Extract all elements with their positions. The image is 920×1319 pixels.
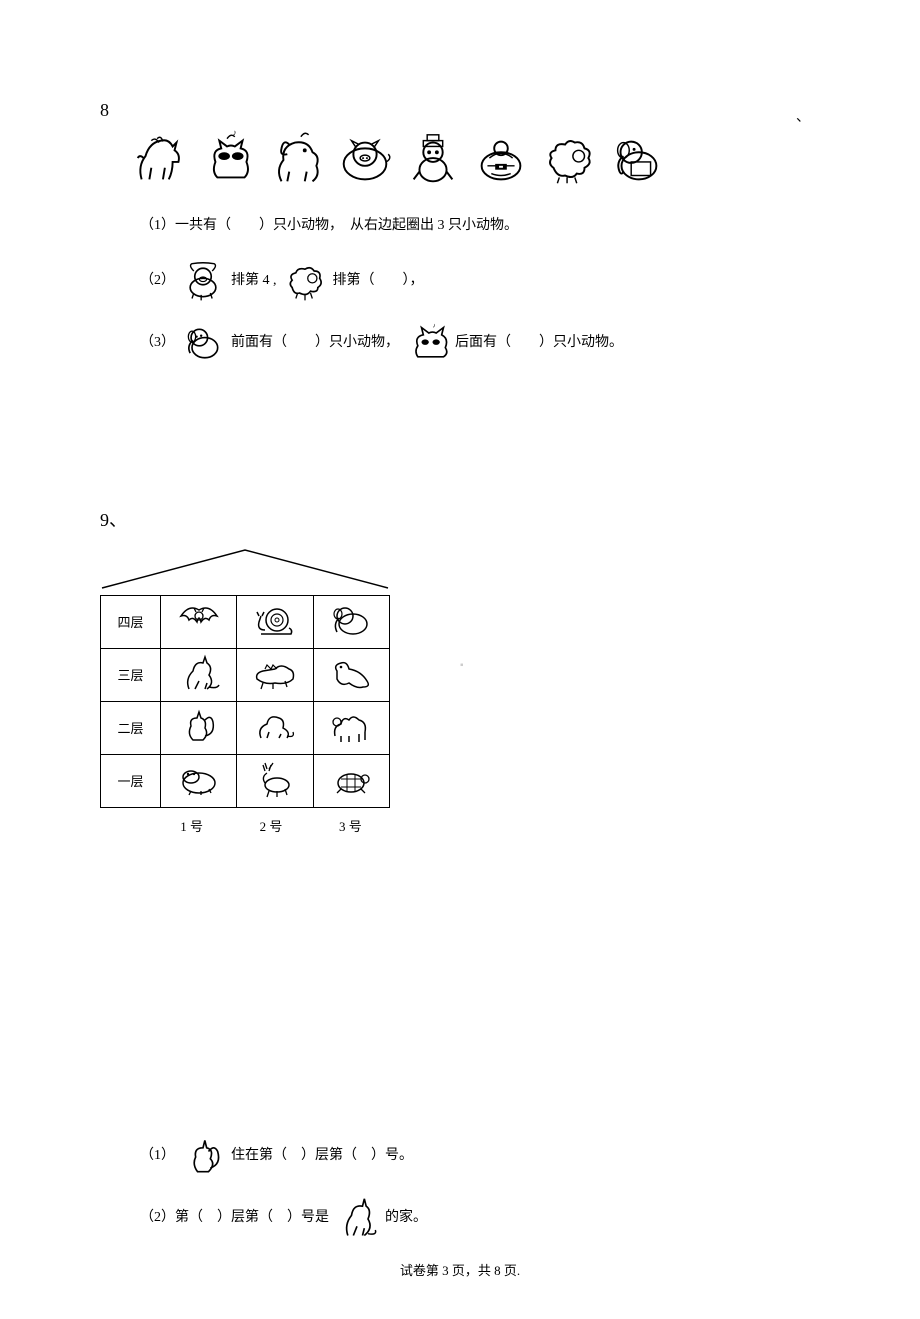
q8-sub1: （1）一共有（ ）只小动物， 从右边起圈出 3 只小动物。 (140, 211, 820, 242)
animal-house: 四层 三层 二层 一层 (100, 546, 390, 835)
cat-sunglasses-icon: ♪ (198, 129, 260, 191)
animal-lineup: ♪ (130, 129, 820, 191)
sheep-small-icon (281, 260, 329, 304)
center-marker: ▪ (460, 660, 464, 671)
hippo-icon (175, 759, 223, 799)
bat-icon (175, 600, 223, 640)
q8-sub3: （3） 前面有（ ）只小动物， ♪ 后面有（ ）只小动物。 (140, 322, 820, 366)
q8-sub2: （2） 排第 4 , 排第（ ）， (140, 260, 820, 304)
squirrel-icon (175, 706, 223, 746)
svg-text:♪: ♪ (233, 129, 237, 137)
q8-sub3-text-c: 后面有（ ）只小动物。 (455, 328, 623, 359)
pig-icon (334, 129, 396, 191)
elephant-small-icon (179, 322, 227, 366)
floor4-label: 四层 (101, 595, 161, 648)
question-9-number: 9、 (100, 506, 820, 532)
q8-sub2-label: （2） (140, 266, 175, 297)
sheep-icon (538, 129, 600, 191)
tortoise-icon (327, 759, 375, 799)
crocodile-icon (251, 653, 299, 693)
stray-mark: 、 (796, 106, 810, 126)
col3-label: 3 号 (311, 816, 390, 835)
q9-sub1: （1） 住在第（ ）层第（ ）号。 (140, 1135, 820, 1179)
deer-icon (251, 759, 299, 799)
turtle-belt-icon (470, 129, 532, 191)
elephant-shirt-icon (606, 129, 668, 191)
q9-sub2-text-b: 的家。 (385, 1203, 427, 1234)
floor1-label: 一层 (101, 754, 161, 807)
col2-label: 2 号 (231, 816, 310, 835)
floor2-label: 二层 (101, 701, 161, 754)
svg-text:♪: ♪ (433, 322, 436, 329)
kangaroo-q-icon (333, 1197, 381, 1241)
floor3-label: 三层 (101, 648, 161, 701)
column-labels: 1 号 2 号 3 号 (100, 816, 390, 835)
col1-label: 1 号 (152, 816, 231, 835)
q9-sub1-label: （1） (140, 1141, 175, 1172)
q9-sub2: （2）第（ ）层第（ ）号是 的家。 (140, 1197, 820, 1241)
question-8-number: 8 (100, 100, 820, 121)
seal-icon (327, 653, 375, 693)
soldier-frog-icon (402, 129, 464, 191)
q8-sub3-label: （3） (140, 328, 175, 359)
camel-icon (327, 706, 375, 746)
elephant-cell-icon (327, 600, 375, 640)
q9-sub2-text-a: （2）第（ ）层第（ ）号是 (140, 1203, 329, 1234)
q8-sub2-text-b: 排第 4 , (231, 266, 277, 297)
dog-icon (266, 129, 328, 191)
dinosaur-icon (251, 706, 299, 746)
kangaroo-icon (175, 653, 223, 693)
q8-sub1-text: （1）一共有（ ）只小动物， 从右边起圈出 3 只小动物。 (140, 211, 518, 242)
cat-small-icon: ♪ (403, 322, 451, 366)
q8-sub3-text-b: 前面有（ ）只小动物， (231, 328, 399, 359)
snail-icon (251, 600, 299, 640)
pig-hat-icon (179, 260, 227, 304)
q8-sub2-text-c: 排第（ ）， (333, 266, 424, 297)
squirrel-q-icon (179, 1135, 227, 1179)
house-grid: 四层 三层 二层 一层 (100, 595, 390, 808)
horse-icon (130, 129, 192, 191)
page-footer: 试卷第 3 页，共 8 页. (0, 1260, 920, 1279)
roof-icon (100, 546, 390, 590)
q9-sub1-text: 住在第（ ）层第（ ）号。 (231, 1141, 413, 1172)
